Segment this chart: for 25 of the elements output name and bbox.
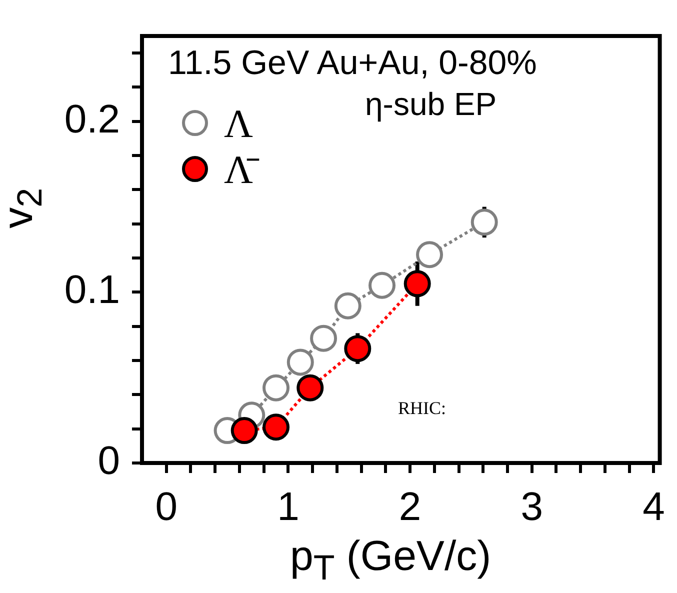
point <box>404 270 431 298</box>
point <box>262 374 290 402</box>
legend-label: Λ <box>224 100 254 146</box>
x-tick-label: 4 <box>642 485 665 530</box>
point <box>344 335 372 362</box>
point <box>262 414 290 441</box>
x-tick-label: 2 <box>398 485 422 530</box>
x-tick-label: 1 <box>277 485 300 530</box>
chart-title: 11.5 GeV Au+Au, 0-80% <box>168 44 537 83</box>
point <box>286 348 314 376</box>
point <box>416 241 444 268</box>
y-tick-label: 0.1 <box>64 268 120 312</box>
annotation: RHIC: <box>398 398 446 419</box>
point <box>230 417 258 444</box>
point <box>368 272 396 299</box>
x-tick-label: 0 <box>155 485 178 530</box>
y-tick-label: 0.2 <box>64 97 120 142</box>
x-tick-label: 3 <box>520 485 543 530</box>
point <box>334 292 362 320</box>
x-axis-title: p$_{T}$ (GeV/c) <box>290 532 492 588</box>
point <box>296 374 324 402</box>
text: η-sub EP <box>365 86 497 123</box>
point <box>470 208 498 236</box>
y-tick-label: 0 <box>98 439 120 484</box>
point <box>310 324 338 352</box>
